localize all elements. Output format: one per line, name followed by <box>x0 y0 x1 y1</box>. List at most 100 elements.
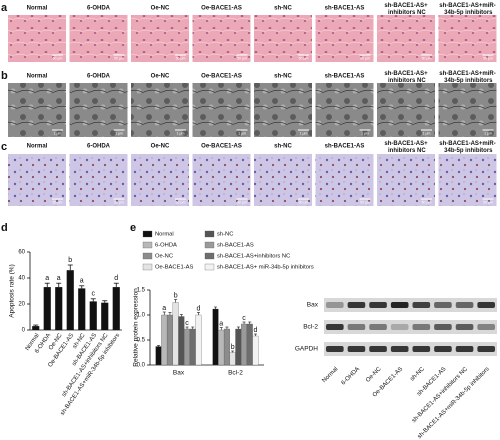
blot-band <box>326 302 344 308</box>
bar <box>55 287 63 330</box>
y-tick-label: 1.0 <box>137 313 146 319</box>
bar <box>89 301 97 330</box>
image-label: Oe-BACE1-AS <box>201 144 242 150</box>
image-label: Normal <box>27 6 48 12</box>
significance-label: d <box>196 305 200 312</box>
blot-band <box>347 324 366 330</box>
image-label: sh-NC <box>274 144 292 150</box>
blot-band <box>434 302 452 308</box>
scale-label: 1 μm <box>115 131 123 135</box>
blot-band <box>390 302 409 308</box>
legend-label: sh-NC <box>217 232 233 238</box>
blot-strip <box>324 320 497 334</box>
image-label: sh-BACE1-AS <box>325 144 365 150</box>
blot-band <box>477 346 495 352</box>
image-label: sh-BACE1-AS <box>325 74 365 80</box>
legend-label: sh-BACE1-AS+ miR-34b-5p inhibitors <box>217 265 314 271</box>
blot-band <box>347 302 366 308</box>
scale-label: 50 μm <box>360 56 370 60</box>
scale-label: 50 μm <box>483 56 493 60</box>
blot-band <box>412 302 431 308</box>
blot-band <box>326 346 344 352</box>
bar <box>101 302 109 330</box>
blot-band <box>434 324 452 330</box>
significance-label: a <box>80 278 84 285</box>
scale-label: 1 μm <box>300 131 308 135</box>
micrograph <box>377 83 435 137</box>
scale-label: 1 μm <box>238 131 246 135</box>
micrograph <box>438 154 497 206</box>
blot-band <box>455 324 474 330</box>
y-tick-label: 0 <box>22 328 26 334</box>
legend-label: Normal <box>155 232 174 238</box>
panel-label: e <box>130 222 136 234</box>
micrograph <box>192 154 251 206</box>
panel-label: b <box>1 70 8 82</box>
image-label: sh-BACE1-AS+miR- 34b-5p inhibitors <box>439 3 496 16</box>
image-label: Normal <box>27 144 48 150</box>
legend-label: Oe-NC <box>155 254 173 260</box>
y-tick-label: 1.5 <box>137 288 146 294</box>
blot-row-label: Bax <box>307 302 319 309</box>
image-label: Oe-BACE1-AS <box>201 74 242 80</box>
significance-label: a <box>57 275 61 282</box>
panel-label: a <box>1 2 8 14</box>
bar <box>218 329 225 366</box>
scale-label: 50 μm <box>360 200 370 204</box>
blot-lane-label: sh-NC <box>410 366 427 383</box>
scale-label: 50 μm <box>114 200 124 204</box>
micrograph <box>438 83 497 137</box>
bar <box>212 308 219 366</box>
image-label: Oe-NC <box>151 144 170 150</box>
legend-swatch <box>204 230 215 238</box>
x-tick-label: Bcl-2 <box>228 370 243 377</box>
scale-label: 1 μm <box>423 131 431 135</box>
micrograph <box>8 154 66 206</box>
scale-label: 50 μm <box>237 200 247 204</box>
blot-strip <box>324 342 497 356</box>
bar <box>229 352 236 366</box>
blot-band <box>412 324 431 330</box>
micrograph <box>377 15 435 62</box>
micrograph <box>254 15 312 62</box>
legend-label: sh-BACE1-AS+inhibitors NC <box>217 254 290 260</box>
bar <box>246 323 253 366</box>
blot-band <box>434 346 452 352</box>
legend-swatch <box>204 263 215 271</box>
bar <box>184 328 191 366</box>
scale-label: 50 μm <box>299 56 309 60</box>
bar <box>178 316 185 366</box>
micrograph <box>69 154 128 206</box>
bar <box>172 302 179 366</box>
image-label: sh-BACE1-AS+ inhibitors NC <box>384 141 428 154</box>
bar <box>161 314 168 366</box>
image-label: sh-BACE1-AS+miR- 34b-5p inhibitors <box>439 141 496 154</box>
legend-swatch <box>204 241 215 249</box>
micrograph <box>315 83 374 137</box>
significance-label: a <box>219 320 223 327</box>
micrograph <box>315 15 374 62</box>
micrograph <box>438 15 497 62</box>
image-panels: Normal 50 μm 6-OHDA 50 μm Oe-NC 50 μm Oe-BACE1… <box>8 3 497 206</box>
scale-label: 50 μm <box>422 56 432 60</box>
bar <box>241 323 248 366</box>
legend-label: 6-OHDA <box>155 243 177 249</box>
bar <box>155 346 162 366</box>
micrograph <box>131 15 189 62</box>
significance-label: d <box>253 327 257 334</box>
significance-label: c <box>242 315 246 322</box>
image-label: sh-BACE1-AS+ inhibitors NC <box>384 71 428 84</box>
blot-band <box>455 346 474 352</box>
blot-band <box>412 346 431 352</box>
legend-label: sh-BACE1-AS <box>217 243 254 249</box>
micrograph <box>254 154 312 206</box>
blot-band <box>477 302 495 308</box>
significance-label: b <box>231 344 235 351</box>
micrograph <box>377 154 435 206</box>
image-label: sh-NC <box>274 74 292 80</box>
scale-label: 1 μm <box>177 131 185 135</box>
blot-strip <box>324 298 497 312</box>
image-label: sh-BACE1-AS <box>325 6 365 12</box>
